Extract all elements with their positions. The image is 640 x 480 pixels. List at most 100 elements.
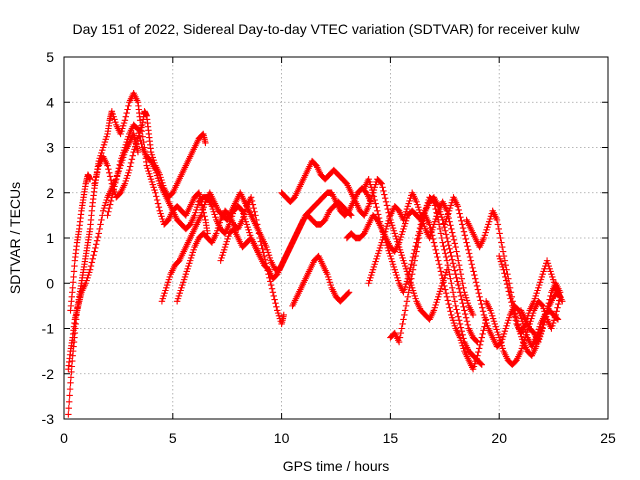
data-point: [533, 290, 540, 297]
data-point: [437, 211, 445, 218]
data-point: [436, 264, 444, 272]
data-point: [273, 303, 280, 310]
data-point: [371, 261, 378, 268]
data-point: [188, 251, 196, 259]
data-point: [441, 246, 448, 253]
data-point: [486, 215, 494, 223]
data-point: [348, 212, 355, 219]
data-point: [369, 189, 377, 196]
data-point: [543, 257, 551, 264]
data-point: [547, 292, 554, 300]
data-point: [189, 249, 197, 256]
data-point: [472, 275, 479, 282]
data-point: [383, 202, 391, 209]
data-point: [437, 285, 445, 292]
data-point: [407, 280, 414, 287]
data-point: [433, 213, 440, 220]
x-tick-label: 0: [60, 430, 68, 446]
data-point: [220, 249, 227, 256]
data-point: [438, 271, 445, 279]
data-point: [479, 304, 486, 311]
data-point: [254, 225, 262, 233]
data-point: [94, 233, 102, 241]
data-point: [381, 228, 389, 235]
data-point: [437, 268, 445, 275]
data-point: [381, 191, 388, 198]
data-point: [480, 327, 487, 334]
data-point: [125, 169, 132, 177]
data-point: [122, 141, 129, 148]
data-point: [462, 294, 470, 301]
data-point: [506, 291, 513, 299]
data-point: [499, 263, 506, 271]
data-point: [375, 211, 382, 218]
data-point: [373, 255, 380, 263]
data-point: [451, 240, 459, 247]
data-point: [546, 265, 553, 272]
data-point: [118, 128, 125, 135]
data-point: [394, 274, 401, 282]
data-point: [539, 271, 546, 278]
data-point: [126, 166, 133, 174]
data-point: [173, 298, 181, 305]
data-point: [401, 260, 408, 267]
data-point: [484, 223, 491, 231]
data-point: [238, 206, 245, 214]
data-point: [370, 263, 378, 271]
data-point: [456, 210, 463, 217]
data-point: [451, 267, 459, 274]
data-point: [128, 156, 136, 163]
y-tick-label: 5: [46, 49, 54, 65]
data-point: [93, 173, 100, 180]
data-point: [250, 204, 257, 212]
y-tick-label: 1: [46, 230, 54, 246]
data-point: [419, 220, 426, 227]
data-point: [399, 320, 406, 328]
series-trace-16: [463, 207, 566, 359]
data-point: [212, 213, 219, 221]
data-point: [324, 271, 331, 278]
data-point: [200, 204, 207, 211]
data-point: [542, 314, 549, 321]
data-point: [444, 261, 452, 269]
data-point: [105, 208, 112, 215]
data-point: [256, 234, 264, 242]
data-point: [274, 309, 282, 317]
data-point: [537, 276, 545, 283]
data-point: [481, 314, 489, 321]
data-point: [415, 239, 422, 246]
data-point: [546, 296, 553, 303]
data-point: [156, 207, 163, 215]
data-point: [96, 225, 103, 233]
data-point: [501, 328, 509, 335]
data-point: [402, 280, 410, 288]
data-point: [86, 269, 93, 276]
series-trace-13: [365, 189, 477, 319]
data-point: [477, 360, 485, 367]
data-point: [388, 255, 395, 263]
data-point: [448, 256, 456, 263]
data-point: [102, 136, 109, 143]
data-point: [485, 221, 492, 228]
data-point: [509, 306, 517, 313]
data-point: [441, 221, 448, 228]
data-point: [165, 276, 173, 283]
data-point: [219, 251, 226, 259]
data-point: [414, 201, 421, 208]
data-point: [145, 167, 152, 175]
y-tick-label: 4: [46, 94, 54, 110]
data-point: [559, 298, 566, 305]
data-point: [368, 269, 376, 276]
data-point: [481, 232, 489, 239]
data-point: [401, 307, 409, 314]
data-point: [521, 337, 528, 344]
data-point: [435, 290, 443, 298]
data-point: [181, 273, 189, 281]
data-point: [461, 307, 468, 314]
data-point: [213, 230, 220, 237]
data-point: [178, 284, 185, 291]
data-point: [510, 309, 518, 317]
y-tick-label: -3: [42, 411, 55, 427]
data-point: [545, 299, 553, 307]
data-point: [90, 251, 97, 259]
